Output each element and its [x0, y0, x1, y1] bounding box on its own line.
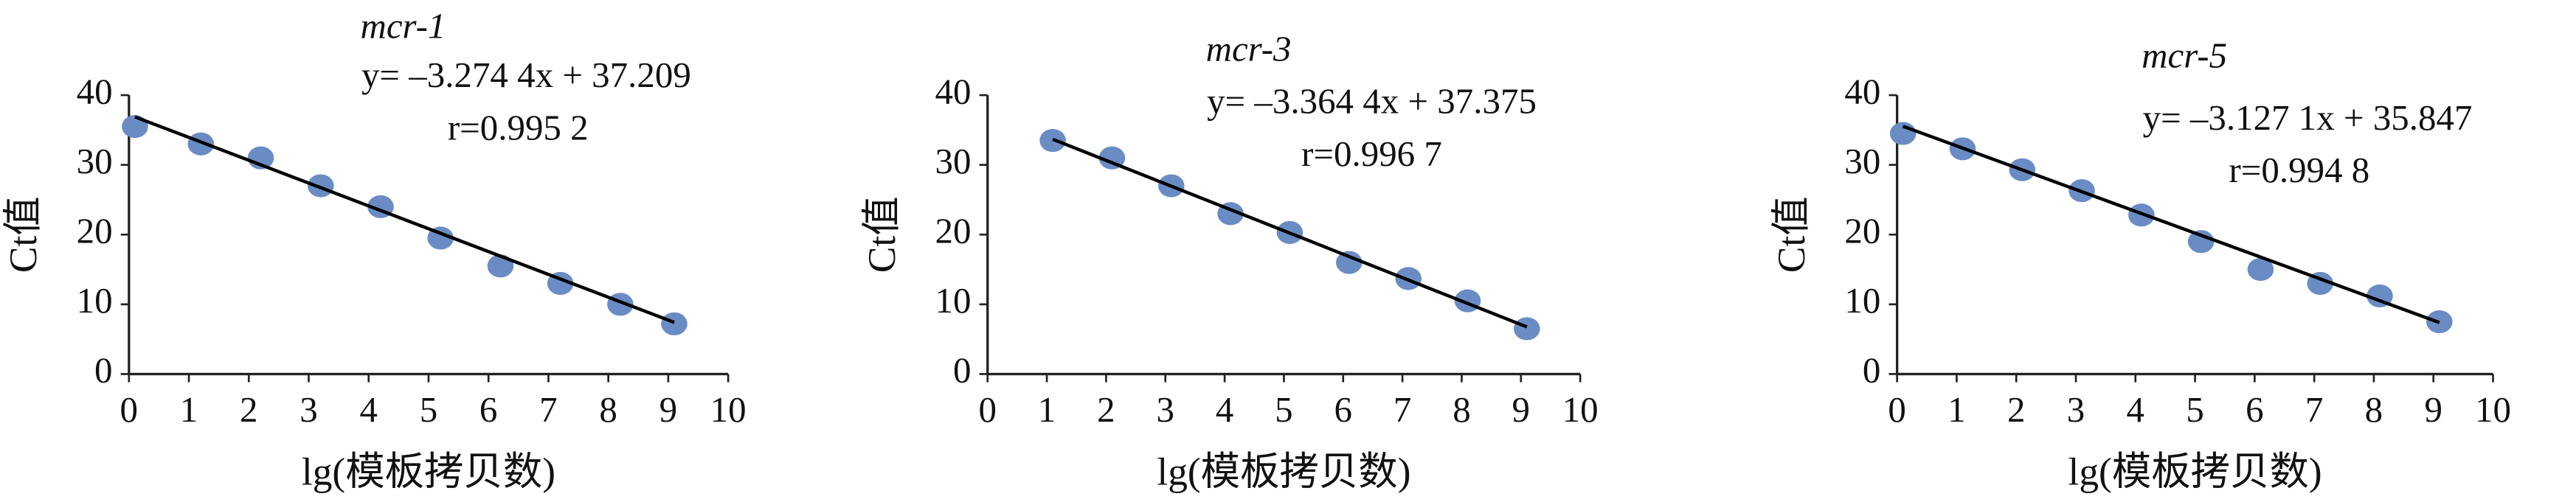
chart-title: mcr-5 [2142, 35, 2227, 75]
chart-title: mcr-1 [360, 5, 446, 46]
x-tick-label: 10 [710, 389, 747, 430]
y-tick-label: 0 [1863, 350, 1880, 391]
x-tick-label: 6 [2246, 389, 2263, 430]
x-tick-label: 4 [359, 389, 377, 430]
x-tick-label: 1 [180, 389, 198, 430]
x-tick-label: 1 [1947, 389, 1965, 430]
fit-equation: y= –3.364 4x + 37.375 [1207, 81, 1537, 122]
x-tick-label: 3 [2067, 389, 2085, 430]
x-tick-label: 8 [1453, 389, 1470, 430]
y-axis-label: Ct值 [1769, 196, 1813, 273]
x-tick-label: 8 [599, 389, 617, 430]
fit-equation: y= –3.127 1x + 35.847 [2143, 97, 2473, 138]
y-tick-label: 0 [953, 350, 971, 391]
x-tick-label: 7 [1393, 389, 1411, 430]
x-tick-label: 7 [2305, 389, 2323, 430]
trend-line [1902, 125, 2440, 324]
x-tick-label: 6 [1334, 389, 1352, 430]
y-tick-label: 10 [935, 280, 972, 321]
y-tick-label: 20 [77, 210, 113, 251]
data-point [1336, 251, 1363, 274]
x-axis-label: lg(模板拷贝数) [2068, 450, 2322, 494]
x-tick-label: 0 [1888, 389, 1905, 430]
x-tick-label: 7 [539, 389, 557, 430]
y-tick-label: 20 [1844, 210, 1880, 251]
trend-line [1052, 137, 1528, 329]
x-tick-label: 0 [120, 389, 138, 430]
x-tick-label: 0 [978, 389, 996, 430]
y-tick-label: 40 [935, 71, 972, 111]
data-point [2187, 230, 2215, 254]
y-tick-label: 30 [1844, 141, 1880, 181]
chart-title: mcr-3 [1206, 28, 1292, 69]
y-tick-label: 10 [1844, 280, 1880, 321]
x-tick-label: 8 [2365, 389, 2383, 430]
x-tick-label: 5 [1275, 389, 1292, 430]
x-tick-label: 10 [2475, 389, 2511, 430]
x-axis-label: lg(模板拷贝数) [1157, 450, 1410, 494]
x-tick-label: 4 [2127, 389, 2144, 430]
x-tick-label: 9 [2424, 389, 2442, 430]
x-tick-label: 5 [2186, 389, 2203, 430]
data-point [2247, 257, 2274, 282]
x-tick-label: 3 [1157, 389, 1174, 430]
fit-r: r=0.996 7 [1301, 133, 1442, 174]
y-tick-label: 30 [77, 141, 113, 181]
x-tick-label: 2 [1097, 389, 1115, 430]
x-axis-label: lg(模板拷贝数) [302, 450, 555, 494]
y-tick-label: 20 [935, 210, 972, 251]
x-tick-label: 9 [1512, 389, 1530, 430]
x-tick-label: 1 [1038, 389, 1056, 430]
y-tick-label: 30 [935, 141, 972, 181]
y-tick-label: 0 [94, 350, 112, 391]
y-axis-label: Ct值 [1, 196, 45, 273]
x-tick-label: 3 [300, 389, 317, 430]
fit-r: r=0.994 8 [2229, 150, 2370, 190]
x-tick-label: 6 [479, 389, 497, 430]
y-tick-label: 10 [77, 280, 113, 321]
y-tick-label: 40 [77, 71, 113, 111]
trend-line [134, 115, 675, 324]
x-tick-label: 9 [659, 389, 677, 430]
x-tick-label: 2 [2007, 389, 2025, 430]
data-point [661, 312, 688, 335]
x-tick-label: 10 [1562, 389, 1599, 430]
y-axis-label: Ct值 [859, 196, 904, 273]
x-tick-label: 5 [420, 389, 437, 430]
fit-r: r=0.995 2 [448, 107, 589, 147]
y-tick-label: 40 [1844, 71, 1880, 111]
fit-equation: y= –3.274 4x + 37.209 [361, 55, 691, 95]
data-point [1514, 317, 1540, 341]
x-tick-label: 4 [1216, 389, 1233, 430]
x-tick-label: 2 [240, 389, 257, 430]
data-point [1889, 122, 1917, 145]
